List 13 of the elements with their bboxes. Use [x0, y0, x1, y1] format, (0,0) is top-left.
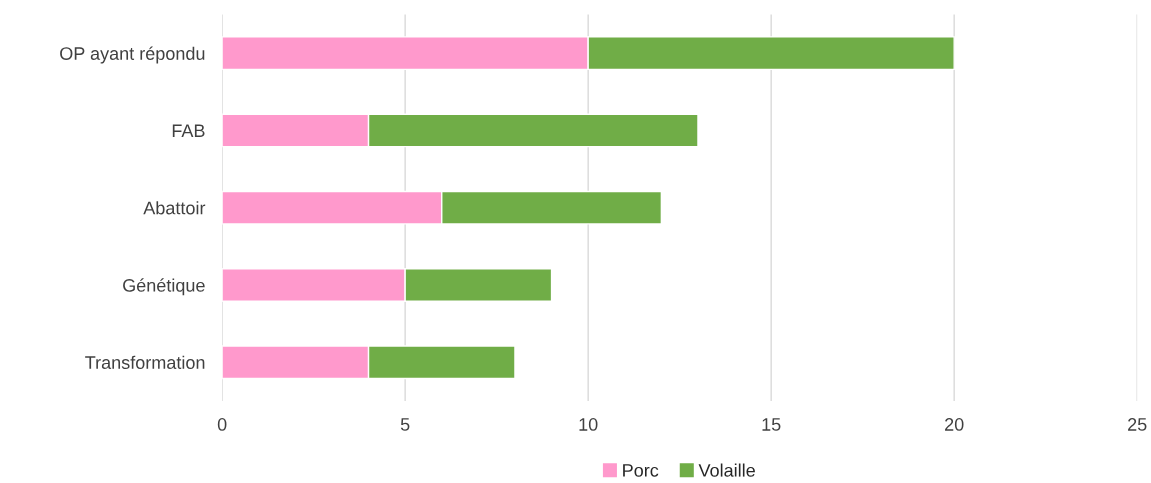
x-tick-label: 10	[579, 418, 598, 431]
x-tick-label: 25	[1128, 418, 1147, 431]
x-tick-label: 20	[945, 418, 964, 431]
y-tick-label: Génétique	[123, 278, 205, 296]
y-tick-label: OP ayant répondu	[60, 46, 205, 64]
legend-label: Porc	[623, 464, 659, 477]
y-tick-label: Abattoir	[143, 201, 206, 215]
x-tick-label: 5	[400, 418, 410, 431]
x-tick-label: 0	[217, 418, 227, 431]
y-tick-label: FAB	[172, 124, 205, 137]
x-tick-label: 15	[762, 418, 781, 431]
legend-label: Volaille	[698, 463, 755, 477]
y-tick-label: Transformation	[85, 355, 205, 369]
